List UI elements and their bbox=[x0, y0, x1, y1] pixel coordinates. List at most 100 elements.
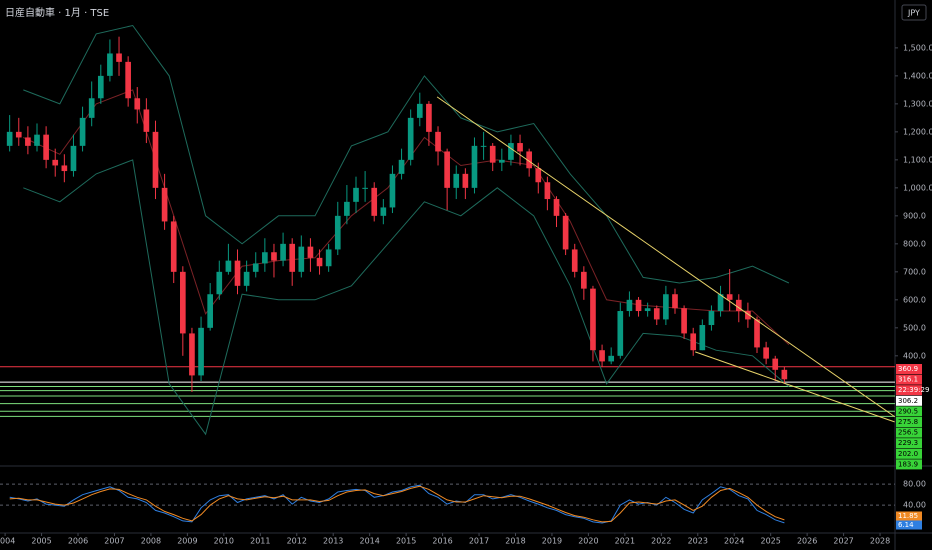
candle-body bbox=[699, 325, 706, 351]
candle-body bbox=[772, 358, 779, 370]
candle-body bbox=[745, 311, 751, 320]
candle-body bbox=[234, 260, 241, 286]
x-tick-label: 2025 bbox=[761, 537, 781, 546]
candle-body bbox=[107, 53, 113, 76]
x-tick-label: 2018 bbox=[505, 537, 525, 546]
candle-body bbox=[353, 187, 359, 202]
osc-line bbox=[9, 484, 785, 524]
candle-body bbox=[15, 131, 22, 138]
price-label: 22:39:29 bbox=[898, 386, 929, 394]
band-line bbox=[23, 24, 790, 284]
candle-body bbox=[735, 299, 742, 312]
candle-body bbox=[444, 151, 450, 188]
candle-body bbox=[626, 299, 633, 312]
candle-body bbox=[61, 165, 68, 172]
candle-body bbox=[298, 246, 305, 272]
candle-body bbox=[371, 187, 378, 216]
candle-body bbox=[754, 319, 760, 348]
price-label: 202.0 bbox=[898, 450, 918, 458]
y-tick-label: 700.0 bbox=[903, 267, 926, 276]
candle-body bbox=[498, 159, 505, 163]
candle-body bbox=[262, 252, 268, 264]
candle-body bbox=[225, 260, 232, 272]
price-label-bg bbox=[896, 395, 922, 406]
candle-body bbox=[280, 243, 286, 261]
candle-body bbox=[653, 308, 660, 320]
candle-body bbox=[407, 117, 414, 160]
candle-body bbox=[763, 347, 769, 359]
candle-body bbox=[79, 117, 86, 146]
chart-title: 日産自動車 · 1月 · TSE bbox=[5, 6, 109, 19]
candle-body bbox=[43, 134, 49, 160]
x-tick-label: 2007 bbox=[104, 537, 124, 546]
x-tick-label: 2015 bbox=[396, 537, 416, 546]
candle-body bbox=[316, 257, 323, 267]
x-tick-label: 2016 bbox=[432, 537, 452, 546]
candle-body bbox=[70, 145, 77, 172]
price-label-bg bbox=[896, 448, 922, 459]
candle-body bbox=[189, 333, 195, 376]
y-tick-label: 400.0 bbox=[903, 351, 926, 360]
candle-body bbox=[198, 327, 204, 376]
osc-value-label: 6.14 bbox=[898, 521, 914, 529]
candle-body bbox=[398, 159, 405, 174]
candle-body bbox=[252, 263, 259, 272]
osc-line bbox=[9, 485, 785, 523]
currency[interactable]: JPY bbox=[907, 9, 920, 18]
candle-body bbox=[170, 221, 177, 272]
candle-body bbox=[416, 103, 423, 118]
candle-body bbox=[517, 143, 523, 152]
candle-body bbox=[161, 187, 168, 222]
candle-body bbox=[590, 288, 596, 351]
candle-body bbox=[289, 243, 296, 272]
candle-body bbox=[344, 201, 350, 216]
price-label-bg bbox=[896, 438, 922, 449]
x-tick-label: 2019 bbox=[542, 537, 562, 546]
x-tick-label: 2012 bbox=[287, 537, 307, 546]
price-label: 183.9 bbox=[898, 460, 918, 468]
candle-body bbox=[207, 294, 213, 328]
currency-box[interactable] bbox=[901, 4, 927, 21]
candle-body bbox=[608, 355, 615, 362]
candle-body bbox=[116, 53, 122, 62]
trendline bbox=[436, 96, 895, 418]
candle-body bbox=[544, 182, 551, 200]
candle-body bbox=[617, 311, 624, 356]
candle-body bbox=[681, 308, 687, 334]
price-label-bg bbox=[896, 385, 922, 396]
candle-body bbox=[34, 134, 40, 146]
candle-body bbox=[143, 109, 150, 132]
y-tick-label: 900.0 bbox=[903, 211, 926, 220]
price-label: 316.1 bbox=[898, 376, 918, 384]
candle-body bbox=[453, 173, 460, 188]
candle-body bbox=[690, 333, 697, 351]
y-tick-label: 1,100.0 bbox=[903, 155, 932, 164]
candle-body bbox=[134, 98, 141, 110]
osc-tick-label: 40.00 bbox=[903, 501, 926, 510]
candle-body bbox=[271, 252, 277, 261]
x-tick-label: 2009 bbox=[177, 537, 197, 546]
candle-body bbox=[125, 61, 131, 99]
candle-body bbox=[471, 145, 478, 188]
price-label: 275.8 bbox=[898, 418, 918, 426]
x-tick-label: 2028 bbox=[870, 537, 890, 546]
candle-body bbox=[435, 131, 441, 152]
candle-body bbox=[325, 249, 332, 267]
price-label-bg bbox=[896, 417, 922, 427]
osc-tick-label: 80.00 bbox=[903, 480, 926, 489]
y-tick-label: 1,300.0 bbox=[903, 99, 932, 108]
candle-body bbox=[644, 308, 651, 312]
candle-body bbox=[362, 187, 368, 189]
y-tick-label: 500.0 bbox=[903, 323, 926, 332]
candle-body bbox=[389, 173, 396, 208]
x-tick-label: 2027 bbox=[833, 537, 853, 546]
trendline bbox=[695, 351, 895, 423]
y-tick-label: 1,400.0 bbox=[903, 71, 932, 80]
candle-body bbox=[663, 294, 669, 320]
candle-body bbox=[672, 294, 678, 309]
price-label: 256.5 bbox=[898, 429, 918, 437]
candle-body bbox=[480, 145, 487, 147]
y-tick-label: 1,500.0 bbox=[903, 43, 932, 52]
